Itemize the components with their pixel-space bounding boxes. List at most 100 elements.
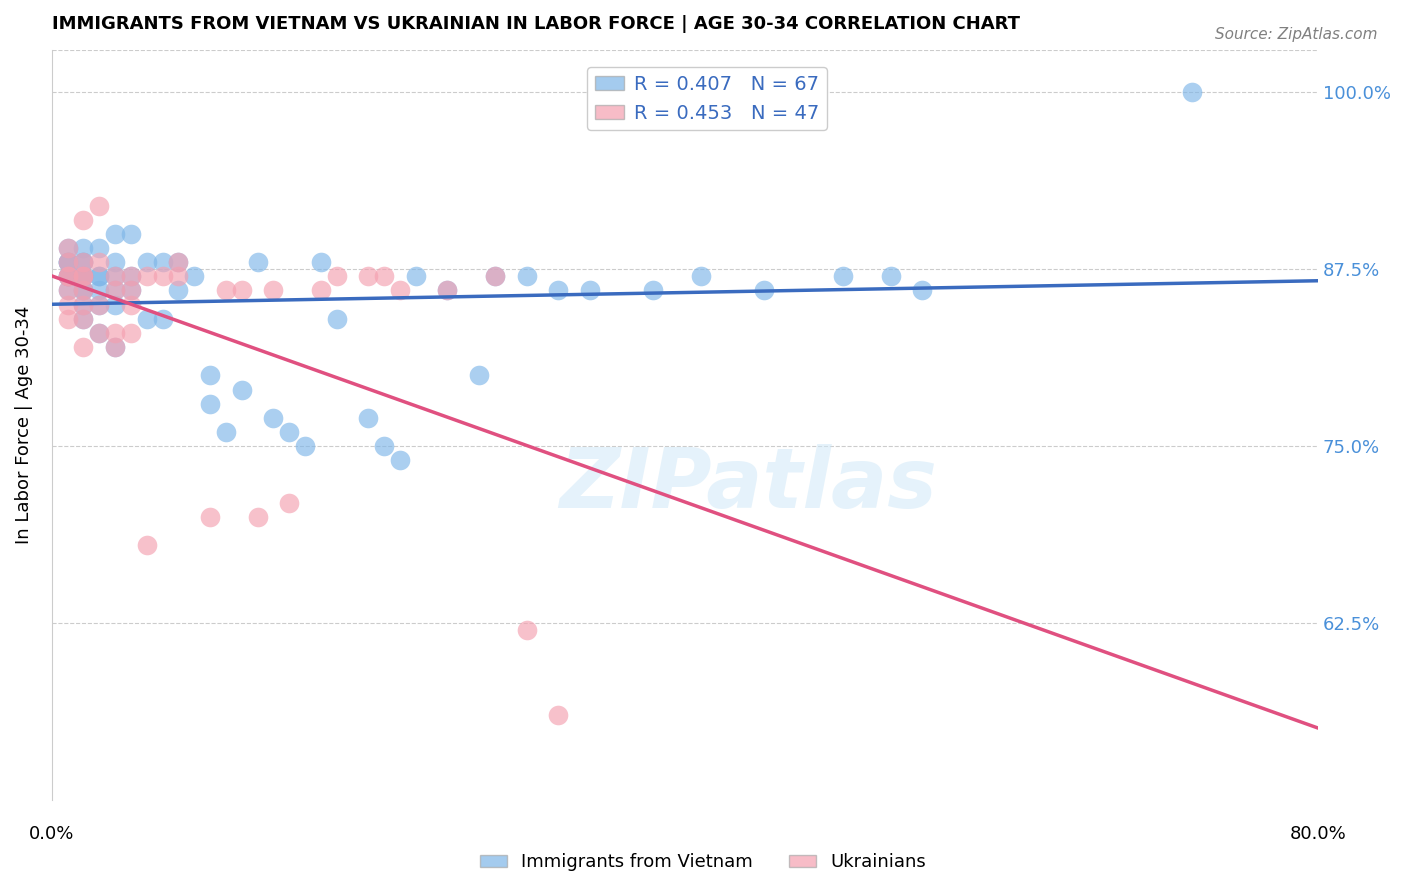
- Point: [198, 397, 221, 411]
- Point: [104, 326, 127, 340]
- Point: [72, 255, 94, 269]
- Point: [89, 297, 111, 311]
- Point: [72, 340, 94, 354]
- Point: [89, 297, 111, 311]
- Point: [135, 538, 157, 552]
- Point: [56, 311, 79, 326]
- Point: [89, 198, 111, 212]
- Point: [72, 269, 94, 284]
- Point: [880, 269, 903, 284]
- Text: Source: ZipAtlas.com: Source: ZipAtlas.com: [1215, 27, 1378, 42]
- Point: [120, 284, 142, 298]
- Point: [516, 623, 538, 637]
- Point: [120, 227, 142, 241]
- Point: [198, 510, 221, 524]
- Point: [72, 255, 94, 269]
- Point: [215, 425, 238, 439]
- Point: [215, 284, 238, 298]
- Point: [388, 284, 411, 298]
- Point: [152, 269, 174, 284]
- Point: [72, 284, 94, 298]
- Point: [89, 326, 111, 340]
- Point: [72, 297, 94, 311]
- Point: [72, 297, 94, 311]
- Point: [278, 425, 301, 439]
- Point: [89, 284, 111, 298]
- Point: [262, 410, 284, 425]
- Point: [294, 439, 316, 453]
- Y-axis label: In Labor Force | Age 30-34: In Labor Force | Age 30-34: [15, 306, 32, 544]
- Point: [357, 410, 380, 425]
- Point: [516, 269, 538, 284]
- Point: [120, 269, 142, 284]
- Point: [373, 269, 395, 284]
- Point: [56, 284, 79, 298]
- Point: [167, 255, 190, 269]
- Point: [468, 368, 491, 383]
- Point: [56, 241, 79, 255]
- Point: [120, 269, 142, 284]
- Text: 80.0%: 80.0%: [1289, 825, 1347, 844]
- Point: [89, 269, 111, 284]
- Text: 0.0%: 0.0%: [30, 825, 75, 844]
- Point: [262, 284, 284, 298]
- Point: [579, 284, 602, 298]
- Point: [72, 269, 94, 284]
- Point: [56, 255, 79, 269]
- Point: [832, 269, 855, 284]
- Point: [72, 311, 94, 326]
- Point: [135, 255, 157, 269]
- Point: [72, 241, 94, 255]
- Point: [484, 269, 506, 284]
- Point: [104, 340, 127, 354]
- Point: [72, 269, 94, 284]
- Point: [167, 255, 190, 269]
- Text: ZIPatlas: ZIPatlas: [560, 444, 938, 525]
- Point: [120, 284, 142, 298]
- Point: [405, 269, 427, 284]
- Point: [246, 255, 269, 269]
- Point: [325, 311, 347, 326]
- Point: [120, 326, 142, 340]
- Point: [104, 227, 127, 241]
- Point: [104, 340, 127, 354]
- Point: [388, 453, 411, 467]
- Point: [56, 269, 79, 284]
- Point: [547, 708, 569, 723]
- Point: [89, 255, 111, 269]
- Point: [72, 212, 94, 227]
- Point: [89, 326, 111, 340]
- Point: [325, 269, 347, 284]
- Point: [278, 496, 301, 510]
- Point: [309, 255, 332, 269]
- Point: [72, 284, 94, 298]
- Point: [246, 510, 269, 524]
- Point: [56, 269, 79, 284]
- Point: [547, 284, 569, 298]
- Point: [231, 383, 253, 397]
- Point: [72, 311, 94, 326]
- Point: [104, 284, 127, 298]
- Point: [135, 311, 157, 326]
- Point: [231, 284, 253, 298]
- Point: [643, 284, 665, 298]
- Point: [167, 269, 190, 284]
- Point: [373, 439, 395, 453]
- Point: [436, 284, 458, 298]
- Point: [135, 269, 157, 284]
- Point: [198, 368, 221, 383]
- Point: [104, 255, 127, 269]
- Point: [89, 269, 111, 284]
- Point: [436, 284, 458, 298]
- Point: [104, 269, 127, 284]
- Point: [104, 269, 127, 284]
- Point: [183, 269, 205, 284]
- Point: [911, 284, 934, 298]
- Point: [56, 269, 79, 284]
- Point: [72, 284, 94, 298]
- Point: [72, 255, 94, 269]
- Point: [752, 284, 775, 298]
- Point: [104, 284, 127, 298]
- Point: [309, 284, 332, 298]
- Point: [484, 269, 506, 284]
